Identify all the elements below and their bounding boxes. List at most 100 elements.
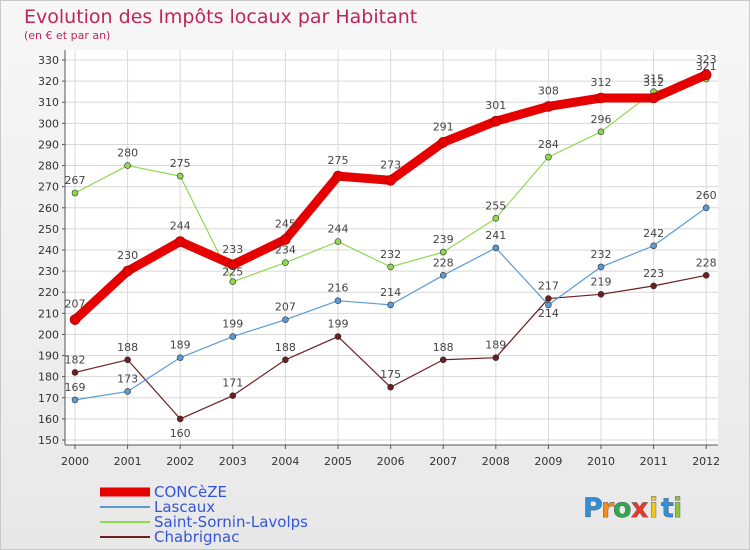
data-label: 189 xyxy=(485,339,506,352)
data-label: 160 xyxy=(170,427,191,440)
series-layer xyxy=(69,69,712,423)
legend-label: CONCèZE xyxy=(154,483,227,501)
data-label: 241 xyxy=(485,229,506,242)
brand-letter: r xyxy=(601,493,615,524)
y-tick-label: 280 xyxy=(38,160,59,173)
data-label: 232 xyxy=(380,248,401,261)
data-label: 219 xyxy=(591,275,612,288)
chart-subtitle: (en € et par an) xyxy=(24,29,110,42)
data-point xyxy=(71,369,79,376)
data-point xyxy=(702,204,710,212)
data-point xyxy=(597,128,605,136)
data-label: 245 xyxy=(275,217,296,230)
data-point xyxy=(439,356,447,364)
data-point xyxy=(597,263,605,271)
data-point xyxy=(282,316,289,323)
data-label: 189 xyxy=(170,339,191,352)
y-tick-label: 230 xyxy=(38,265,59,278)
data-point xyxy=(385,175,396,186)
data-point xyxy=(124,388,131,395)
data-point xyxy=(176,172,184,180)
data-label: 188 xyxy=(275,341,296,354)
legend-label: Lascaux xyxy=(154,498,215,516)
x-tick-label: 2010 xyxy=(587,455,615,468)
data-point xyxy=(332,170,344,182)
x-tick-label: 2000 xyxy=(61,455,89,468)
data-label: 267 xyxy=(65,174,86,187)
y-tick-label: 180 xyxy=(38,371,59,384)
data-label: 244 xyxy=(170,220,191,233)
x-tick-label: 2007 xyxy=(429,455,457,468)
data-label: 232 xyxy=(591,248,612,261)
x-tick-label: 2003 xyxy=(219,455,247,468)
data-label: 214 xyxy=(538,307,559,320)
data-label: 199 xyxy=(328,318,349,331)
x-tick-label: 2001 xyxy=(114,455,142,468)
x-tick-label: 2005 xyxy=(324,455,352,468)
brand-letter: P xyxy=(583,493,603,524)
data-point xyxy=(490,115,502,127)
data-point xyxy=(437,137,449,148)
legend-label: Saint-Sornin-Lavolps xyxy=(154,513,308,531)
x-tick-label: 2006 xyxy=(377,455,405,468)
data-point xyxy=(545,153,552,161)
data-label: 230 xyxy=(117,249,138,262)
data-label: 216 xyxy=(328,282,349,295)
data-label: 315 xyxy=(643,73,664,86)
y-tick-label: 170 xyxy=(38,392,59,405)
data-label: 321 xyxy=(696,60,717,73)
data-label: 234 xyxy=(275,244,296,257)
y-tick-label: 320 xyxy=(38,75,59,88)
data-label: 323 xyxy=(696,53,717,66)
x-tick-label: 2004 xyxy=(271,455,299,468)
x-tick-label: 2009 xyxy=(534,455,562,468)
data-point xyxy=(334,333,342,340)
data-label: 223 xyxy=(643,267,664,280)
data-label: 207 xyxy=(275,301,296,314)
y-tick-label: 330 xyxy=(38,54,59,67)
axes: 150 160 170 180 190 200 210 220 230 240 250 260 270 2… xyxy=(38,50,720,468)
data-point xyxy=(492,244,500,252)
y-tick-label: 220 xyxy=(38,286,59,299)
data-label: 217 xyxy=(538,280,559,293)
data-point xyxy=(387,301,394,309)
data-point xyxy=(174,236,186,247)
data-label: 173 xyxy=(117,372,138,385)
data-point xyxy=(387,383,394,391)
data-label: 275 xyxy=(170,157,191,170)
data-point xyxy=(334,238,342,245)
x-tick-label: 2008 xyxy=(482,455,510,468)
data-point xyxy=(282,259,289,266)
data-label: 291 xyxy=(433,120,454,133)
data-point xyxy=(71,396,79,404)
data-label: 188 xyxy=(433,341,454,354)
data-label: 275 xyxy=(328,154,349,167)
y-tick-label: 260 xyxy=(38,202,59,215)
data-label: 169 xyxy=(65,381,86,394)
data-label: 242 xyxy=(643,227,664,240)
data-point xyxy=(597,291,605,298)
y-tick-label: 210 xyxy=(38,307,59,320)
data-label: 182 xyxy=(65,353,86,366)
brand-letter: t xyxy=(661,493,674,524)
data-label: 301 xyxy=(485,99,506,112)
y-tick-label: 270 xyxy=(38,181,59,194)
data-point xyxy=(229,392,237,399)
data-point xyxy=(543,101,554,112)
data-label: 199 xyxy=(222,318,243,331)
data-point xyxy=(282,356,289,364)
y-tick-label: 310 xyxy=(38,96,59,109)
y-tick-label: 200 xyxy=(38,328,59,341)
legend-label: Chabrignac xyxy=(154,528,240,546)
chart-title: Evolution des Impôts locaux par Habitant xyxy=(24,6,417,28)
data-point xyxy=(648,92,659,104)
data-point xyxy=(387,263,394,271)
data-label: 214 xyxy=(380,286,401,299)
data-point xyxy=(702,272,710,279)
data-point xyxy=(122,265,133,277)
data-label: 260 xyxy=(696,189,717,202)
data-point xyxy=(229,333,237,340)
y-tick-label: 290 xyxy=(38,138,59,151)
y-tick-label: 300 xyxy=(38,117,59,130)
